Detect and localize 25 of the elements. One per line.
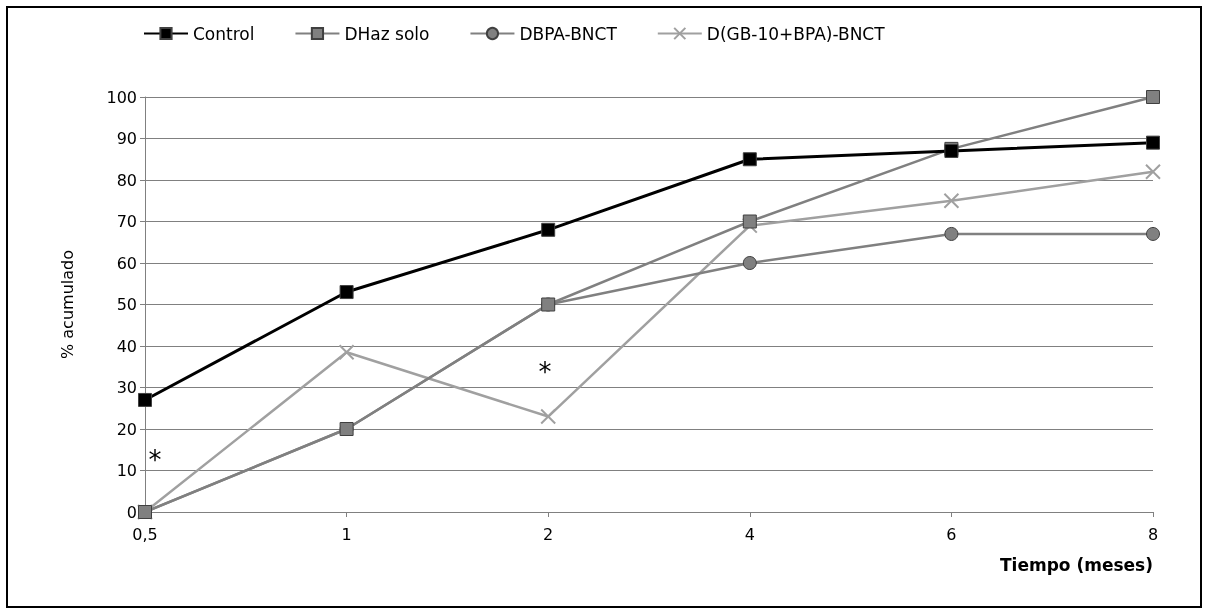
y-tick-label: 0	[126, 502, 137, 522]
y-tick-label: 10	[116, 461, 137, 480]
y-tick-label: 30	[116, 378, 137, 397]
x-tick-label: 8	[1147, 524, 1159, 544]
legend-label: DBPA-BNCT	[519, 23, 618, 44]
y-tick-label: 50	[116, 295, 137, 314]
x-tick-label: 2	[543, 524, 554, 544]
x-tick-label: 6	[946, 524, 957, 544]
annotation: *	[148, 445, 162, 475]
y-tick-label: 80	[116, 170, 137, 190]
y-tick-label: 60	[116, 253, 137, 273]
x-tick-label: 0,5	[132, 524, 158, 544]
x-tick-label: 4	[744, 524, 755, 544]
y-tick-label: 20	[116, 419, 137, 439]
x-tick-label: 1	[341, 524, 352, 544]
legend-label: DHaz solo	[344, 23, 430, 44]
legend-label: Control	[193, 23, 255, 44]
y-tick-label: 90	[116, 129, 137, 148]
legend-label: D(GB-10+BPA)-BNCT	[706, 23, 886, 44]
y-axis-title: % acumulado	[57, 250, 77, 359]
y-tick-label: 100	[106, 87, 137, 107]
annotation: *	[538, 357, 552, 387]
x-axis-title: Tiempo (meses)	[1000, 554, 1153, 575]
y-tick-label: 40	[116, 336, 137, 356]
y-tick-label: 70	[116, 212, 137, 231]
